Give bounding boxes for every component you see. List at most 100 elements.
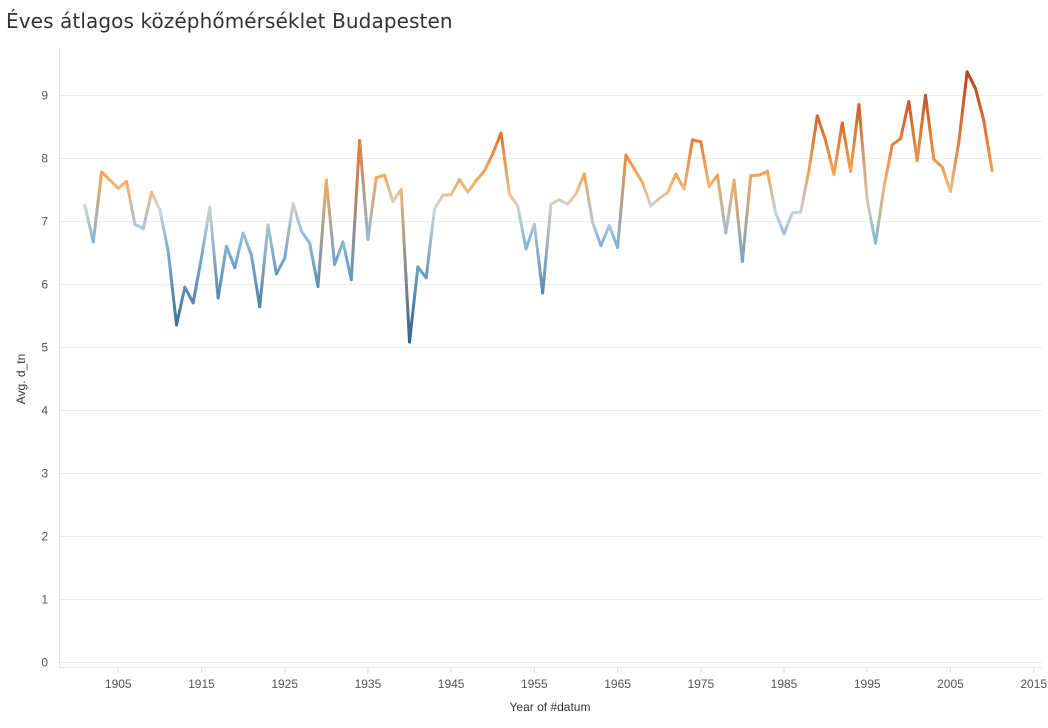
line-segment[interactable] (283, 201, 295, 260)
line-segment[interactable] (258, 223, 270, 309)
data-point-1903[interactable] (100, 171, 103, 174)
line-segment[interactable] (175, 285, 187, 327)
data-point-1989[interactable] (816, 114, 819, 117)
line-segment[interactable] (158, 208, 170, 253)
line-segment[interactable] (266, 223, 278, 276)
data-point-1992[interactable] (841, 121, 844, 124)
line-segment[interactable] (965, 70, 977, 90)
data-point-1928[interactable] (308, 242, 311, 245)
data-point-1914[interactable] (192, 301, 195, 304)
line-segment[interactable] (141, 190, 154, 231)
line-segment[interactable] (932, 157, 944, 169)
line-segment[interactable] (591, 220, 603, 248)
data-point-1909[interactable] (150, 191, 153, 194)
data-point-1999[interactable] (899, 137, 902, 140)
line-segment[interactable] (782, 211, 794, 236)
line-segment[interactable] (849, 103, 861, 173)
data-point-1973[interactable] (683, 187, 686, 190)
data-point-1980[interactable] (741, 260, 744, 263)
data-point-1901[interactable] (83, 204, 86, 207)
line-segment[interactable] (216, 244, 228, 300)
data-point-1971[interactable] (666, 191, 669, 194)
line-segment[interactable] (457, 178, 470, 194)
data-point-1983[interactable] (766, 170, 769, 173)
line-segment[interactable] (100, 170, 112, 182)
data-point-1947[interactable] (466, 191, 469, 194)
line-segment[interactable] (641, 181, 653, 208)
line-segment[interactable] (499, 131, 511, 196)
data-point-1918[interactable] (225, 245, 228, 248)
line-segment[interactable] (399, 188, 412, 344)
line-segment[interactable] (915, 93, 927, 163)
line-segment[interactable] (324, 178, 337, 267)
line-segment[interactable] (108, 178, 120, 190)
line-segment[interactable] (857, 103, 869, 202)
line-segment[interactable] (333, 240, 345, 267)
data-point-1991[interactable] (832, 173, 835, 176)
line-segment[interactable] (832, 121, 844, 177)
line-segment[interactable] (865, 198, 878, 245)
data-point-1929[interactable] (316, 285, 319, 288)
data-point-1902[interactable] (92, 240, 95, 243)
line-segment[interactable] (424, 207, 436, 280)
line-segment[interactable] (799, 168, 811, 214)
line-segment[interactable] (682, 138, 694, 191)
data-point-1950[interactable] (491, 152, 494, 155)
line-segment[interactable] (233, 231, 245, 270)
data-point-2010[interactable] (991, 169, 994, 172)
data-point-1943[interactable] (433, 208, 436, 211)
data-point-1974[interactable] (691, 138, 694, 141)
data-point-2003[interactable] (932, 158, 935, 161)
line-segment[interactable] (83, 203, 95, 244)
data-point-2000[interactable] (907, 100, 910, 103)
data-point-1927[interactable] (300, 230, 303, 233)
line-segment[interactable] (416, 265, 428, 280)
line-segment[interactable] (349, 139, 362, 282)
line-segment[interactable] (732, 178, 744, 263)
data-point-1987[interactable] (799, 211, 802, 214)
line-segment[interactable] (516, 204, 528, 251)
line-segment[interactable] (383, 173, 395, 204)
data-point-1955[interactable] (533, 223, 536, 226)
line-segment[interactable] (249, 253, 262, 309)
data-point-1953[interactable] (516, 204, 519, 207)
line-segment[interactable] (707, 173, 719, 188)
data-point-2006[interactable] (957, 141, 960, 144)
line-segment[interactable] (208, 205, 220, 300)
data-point-1930[interactable] (325, 179, 328, 182)
data-point-1908[interactable] (142, 227, 145, 230)
line-segment[interactable] (274, 256, 287, 276)
data-point-1978[interactable] (724, 232, 727, 235)
line-segment[interactable] (299, 229, 312, 245)
line-segment[interactable] (940, 165, 952, 194)
data-point-2002[interactable] (924, 94, 927, 97)
data-point-1924[interactable] (275, 272, 278, 275)
line-segment[interactable] (507, 192, 520, 208)
line-segment[interactable] (557, 198, 570, 206)
line-segment[interactable] (449, 178, 461, 197)
data-point-1975[interactable] (699, 140, 702, 143)
line-segment[interactable] (599, 224, 611, 248)
line-segment[interactable] (774, 211, 786, 236)
line-segment[interactable] (840, 121, 853, 173)
line-segment[interactable] (341, 240, 353, 282)
data-point-1944[interactable] (441, 194, 444, 197)
data-point-1968[interactable] (641, 181, 644, 184)
data-point-1976[interactable] (708, 185, 711, 188)
line-segment[interactable] (824, 139, 836, 177)
line-segment[interactable] (166, 249, 179, 327)
data-point-1907[interactable] (133, 223, 136, 226)
data-point-1959[interactable] (566, 203, 569, 206)
data-point-1966[interactable] (624, 154, 627, 157)
data-point-1919[interactable] (233, 266, 236, 269)
line-segment[interactable] (125, 179, 137, 226)
data-point-1934[interactable] (358, 139, 361, 142)
line-segment[interactable] (549, 198, 561, 206)
line-segment[interactable] (957, 70, 969, 144)
data-point-1938[interactable] (391, 200, 394, 203)
data-point-1949[interactable] (483, 169, 486, 172)
line-segment[interactable] (432, 193, 445, 211)
data-point-2007[interactable] (966, 70, 969, 73)
line-segment[interactable] (91, 170, 104, 244)
line-segment[interactable] (890, 137, 903, 147)
